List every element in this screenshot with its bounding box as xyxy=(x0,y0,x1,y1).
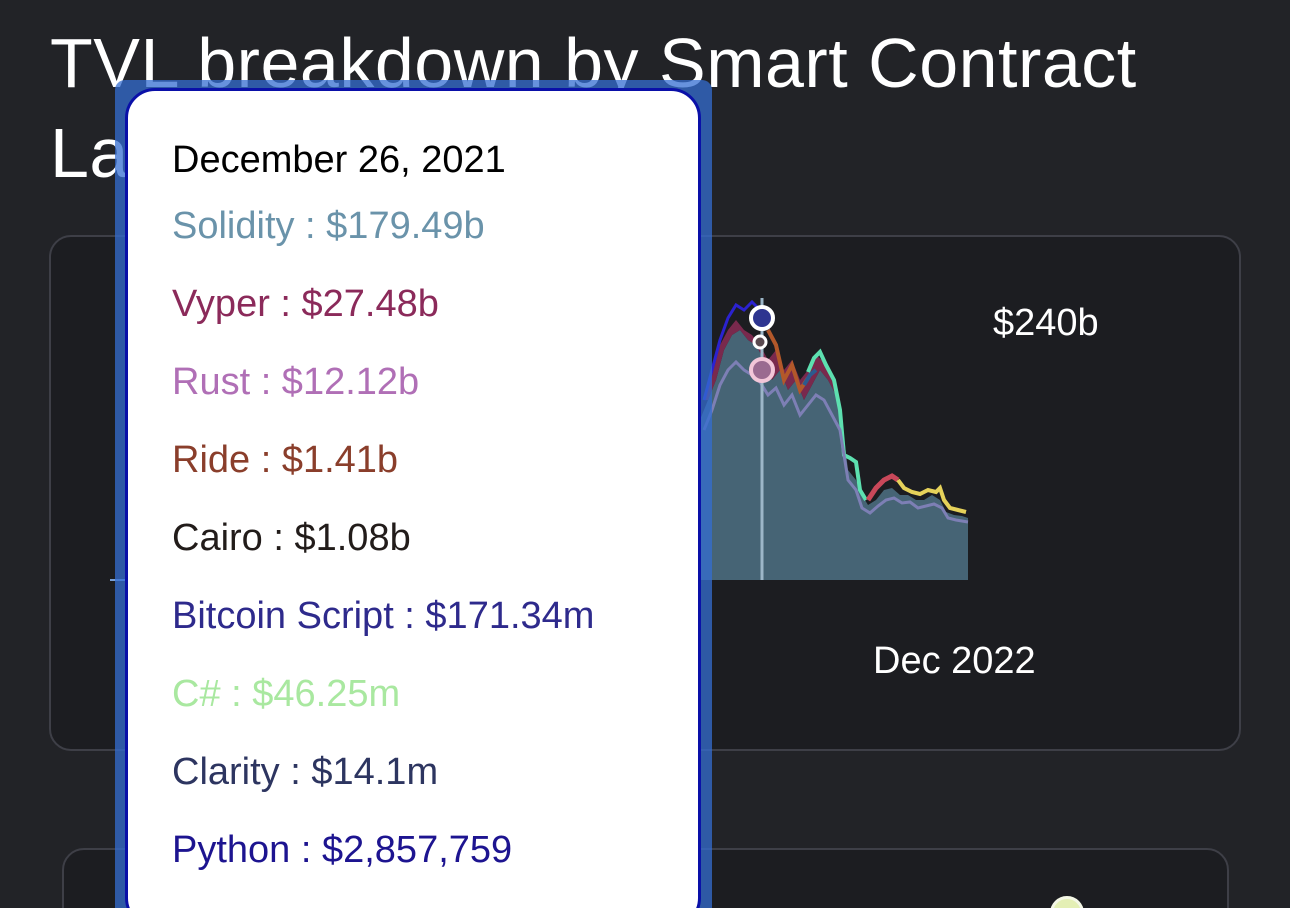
tooltip-date: December 26, 2021 xyxy=(172,139,506,181)
tooltip-row-vyper: Vyper : $27.48b xyxy=(172,283,439,325)
series-bitcoin-script-line xyxy=(702,299,762,401)
tooltip-row-solidity: Solidity : $179.49b xyxy=(172,205,485,247)
hover-marker-python xyxy=(749,305,775,331)
chart-tooltip: December 26, 2021 Solidity : $179.49b Vy… xyxy=(125,88,701,908)
series-yellow-line xyxy=(896,478,967,514)
tooltip-row-csharp: C# : $46.25m xyxy=(172,673,401,715)
series-csharp-line xyxy=(806,348,868,502)
hover-marker-cairo xyxy=(752,334,768,350)
x-axis-label: Dec 2022 xyxy=(873,640,1036,682)
tooltip-row-bitcoin-script: Bitcoin Script : $171.34m xyxy=(172,595,595,637)
y-axis-label: $240b xyxy=(993,302,1099,344)
tooltip-row-ride: Ride : $1.41b xyxy=(172,439,399,481)
series-solidity-edge xyxy=(702,359,969,524)
tooltip-row-rust: Rust : $12.12b xyxy=(172,361,420,403)
hover-marker-solidity xyxy=(749,357,775,383)
tooltip-row-clarity: Clarity : $14.1m xyxy=(172,751,439,793)
tooltip-row-python: Python : $2,857,759 xyxy=(172,829,513,871)
series-bitcoin-script-hump xyxy=(802,368,818,387)
tooltip-row-cairo: Cairo : $1.08b xyxy=(172,517,411,559)
series-ride-line xyxy=(766,329,810,395)
series-rust-line xyxy=(865,473,900,502)
